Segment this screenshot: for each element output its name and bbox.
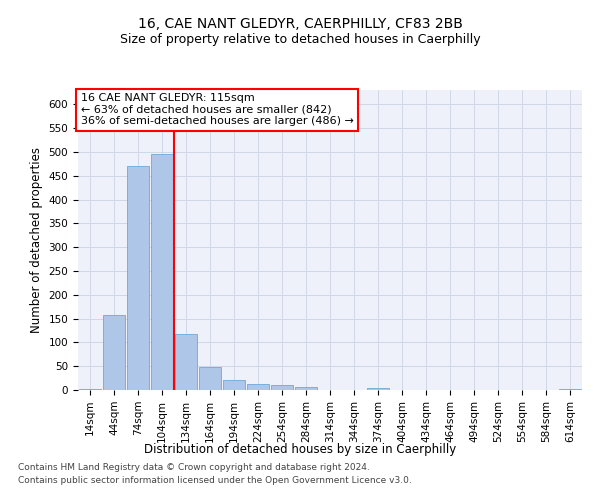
Bar [271, 385, 293, 390]
Bar [127, 166, 149, 390]
Text: Distribution of detached houses by size in Caerphilly: Distribution of detached houses by size … [144, 442, 456, 456]
Bar [151, 154, 173, 390]
Text: Contains public sector information licensed under the Open Government Licence v3: Contains public sector information licen… [18, 476, 412, 485]
Bar [103, 315, 125, 390]
Text: Contains HM Land Registry data © Crown copyright and database right 2024.: Contains HM Land Registry data © Crown c… [18, 464, 370, 472]
Bar [199, 367, 221, 390]
Bar [223, 380, 245, 390]
Text: 16, CAE NANT GLEDYR, CAERPHILLY, CF83 2BB: 16, CAE NANT GLEDYR, CAERPHILLY, CF83 2B… [137, 18, 463, 32]
Bar [559, 388, 581, 390]
Bar [295, 386, 317, 390]
Bar [79, 388, 101, 390]
Y-axis label: Number of detached properties: Number of detached properties [30, 147, 43, 333]
Text: Size of property relative to detached houses in Caerphilly: Size of property relative to detached ho… [119, 32, 481, 46]
Text: 16 CAE NANT GLEDYR: 115sqm
← 63% of detached houses are smaller (842)
36% of sem: 16 CAE NANT GLEDYR: 115sqm ← 63% of deta… [80, 93, 353, 126]
Bar [247, 384, 269, 390]
Bar [175, 334, 197, 390]
Bar [367, 388, 389, 390]
